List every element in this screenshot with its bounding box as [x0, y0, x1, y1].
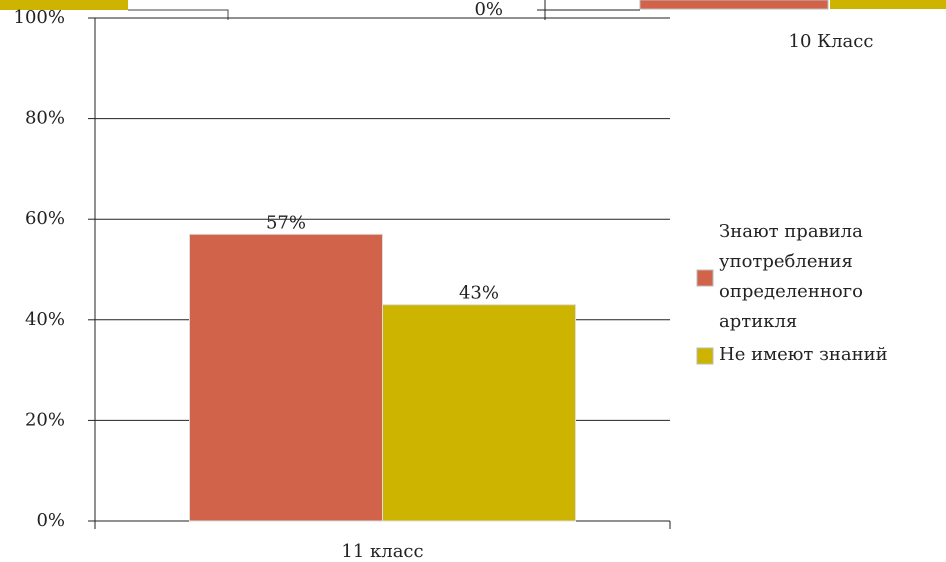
data-label: 43% [459, 283, 499, 304]
clipped-bar [830, 0, 946, 9]
x-tick-label: 10 Класс [789, 31, 874, 52]
y-tick-label: 40% [25, 309, 65, 330]
y-tick-label: 80% [25, 108, 65, 129]
y-tick-label: 60% [25, 208, 65, 229]
y-tick-label: 0% [36, 510, 65, 531]
clipped-axis [128, 9, 229, 20]
legend-label: Не имеют знаний [719, 344, 888, 365]
bar [382, 304, 576, 522]
bar [189, 233, 383, 522]
data-label: 57% [266, 212, 306, 233]
legend-swatch [696, 269, 714, 287]
clipped-bar [639, 0, 829, 10]
legend-label: Знают правила употребления определенного… [719, 221, 869, 332]
legend-swatch [696, 347, 714, 365]
clipped-bar [0, 0, 128, 10]
x-tick-label: 11 класс [341, 541, 423, 562]
y-tick-label: 100% [14, 7, 65, 28]
y-tick-label: 20% [25, 409, 65, 430]
y-tick-label: 0% [474, 0, 503, 20]
